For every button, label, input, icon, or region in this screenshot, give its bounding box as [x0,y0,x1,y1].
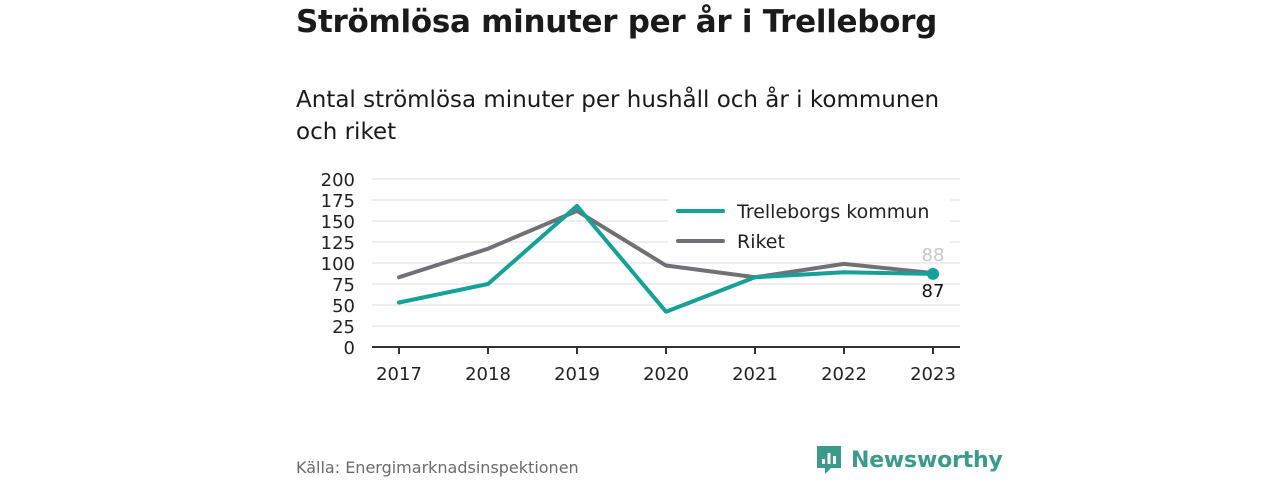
chart-subtitle: Antal strömlösa minuter per hushåll och … [296,87,940,145]
trelleborg-end-label: 87 [922,281,945,302]
x-tick-label: 2023 [910,364,956,385]
chart-title: Strömlösa minuter per år i Trelleborg [296,4,938,40]
x-tick-label: 2019 [554,364,600,385]
y-tick-label: 0 [344,338,355,359]
brand-logo[interactable]: Newsworthy [815,444,1003,476]
y-tick-label: 125 [321,233,355,254]
y-tick-label: 175 [321,191,355,212]
legend-label: Riket [737,231,785,253]
legend: Trelleborgs kommun Riket [668,193,950,259]
source-note: Källa: Energimarknadsinspektionen [296,458,579,477]
y-tick-label: 25 [332,317,355,338]
y-tick-label: 200 [321,170,355,191]
x-tick-label: 2022 [821,364,867,385]
y-tick-label: 150 [321,212,355,233]
x-tick-label: 2020 [643,364,689,385]
series-line [397,203,935,314]
series-lines [397,203,939,314]
end-labels: 88 87 [922,245,945,302]
x-axis: 2017 2018 2019 2020 2021 2022 2023 [372,346,960,385]
y-tick-label: 50 [332,296,355,317]
legend-background [668,193,950,259]
y-tick-label: 75 [332,275,355,296]
brand-name: Newsworthy [851,447,1003,473]
x-tick-label: 2018 [465,364,511,385]
series-line [397,208,935,280]
x-tick-label: 2021 [732,364,778,385]
y-tick-label: 100 [321,254,355,275]
series-end-point [927,267,939,280]
newsworthy-logo-icon [817,446,841,474]
x-tick-label: 2017 [376,364,422,385]
legend-label: Trelleborgs kommun [736,201,929,223]
riket-end-label: 88 [922,245,945,266]
